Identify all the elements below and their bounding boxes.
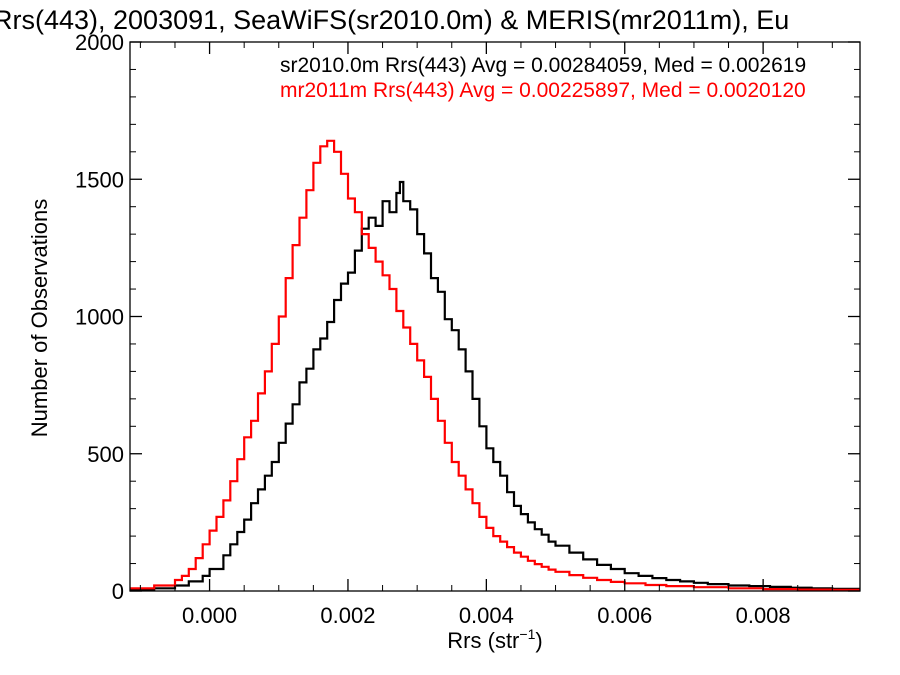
- x-tick-label: 0.004: [459, 603, 514, 628]
- series-line-mr2011m: [130, 139, 860, 591]
- x-axis-label-close: ): [535, 628, 542, 653]
- y-tick-label: 1500: [75, 167, 124, 192]
- plot-frame: [129, 41, 861, 592]
- chart-title: Rrs(443), 2003091, SeaWiFS(sr2010.0m) & …: [0, 5, 789, 35]
- legend-series-2: mr2011m Rrs(443) Avg = 0.00225897, Med =…: [280, 79, 806, 102]
- y-tick-label: 500: [87, 442, 124, 467]
- x-tick-label: 0.008: [736, 603, 791, 628]
- x-tick-label: 0.000: [182, 603, 237, 628]
- y-tick-label: 2000: [75, 30, 124, 55]
- y-axis-label: Number of Observations: [27, 199, 52, 437]
- x-axis-label-main: Rrs (str: [447, 628, 519, 653]
- x-axis-label-sup: −1: [519, 626, 535, 642]
- series-line-sr2010.0m: [130, 180, 860, 591]
- x-axis: 0.000 0.002 0.004 0.006 0.008: [139, 42, 833, 628]
- x-tick-label: 0.006: [597, 603, 652, 628]
- legend-series-1: sr2010.0m Rrs(443) Avg = 0.00284059, Med…: [280, 54, 806, 77]
- y-axis: 0 500 1000 1500 2000: [75, 30, 860, 604]
- x-axis-label: Rrs (str−1): [447, 626, 542, 653]
- y-tick-label: 0: [112, 579, 124, 604]
- series-layer: [130, 139, 860, 591]
- x-tick-label: 0.002: [320, 603, 375, 628]
- y-tick-label: 1000: [75, 305, 124, 330]
